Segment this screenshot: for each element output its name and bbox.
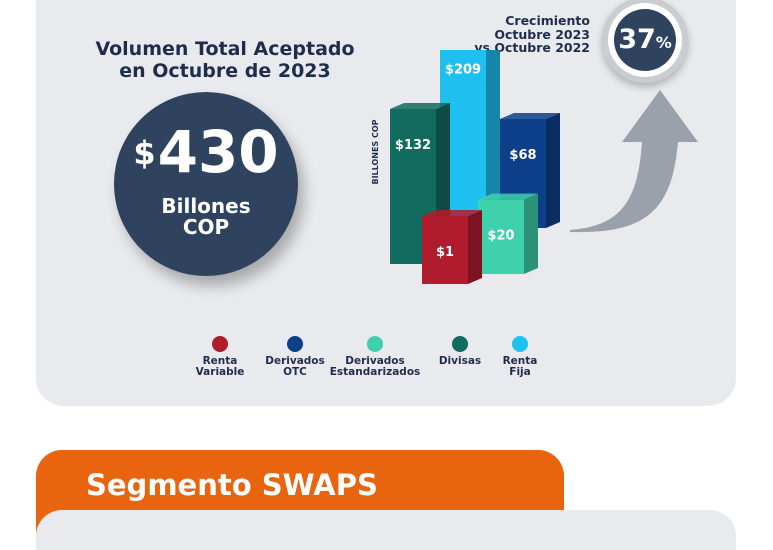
growth-label-line1: Crecimiento <box>505 13 590 28</box>
legend-swatch <box>512 336 528 352</box>
total-volume-circle: $430 Billones COP <box>114 92 298 276</box>
total-volume-unit: Billones COP <box>114 196 298 238</box>
currency-symbol: $ <box>133 134 156 172</box>
growth-value: 37% <box>614 9 676 71</box>
bar-value-label: $209 <box>445 63 481 78</box>
growth-badge: 37% <box>602 0 688 83</box>
unit-line2: COP <box>182 215 230 239</box>
bars-group: $68 $209 $132 $20 $1 <box>390 50 560 284</box>
unit-line1: Billones <box>161 194 251 218</box>
legend-label: Divisas <box>438 355 482 367</box>
total-amount: 430 <box>157 118 279 186</box>
main-title-line1: Volumen Total Aceptado <box>95 38 355 60</box>
swaps-panel <box>36 510 736 550</box>
growth-number: 37 <box>618 24 656 55</box>
legend-swatch <box>452 336 468 352</box>
growth-arrow-icon <box>570 90 698 233</box>
legend-swatch <box>367 336 383 352</box>
total-volume-value: $430 <box>114 120 298 185</box>
bar-value-label: $1 <box>436 245 454 260</box>
legend-label: Derivados Estandarizados <box>329 355 421 378</box>
bar-value-label: $132 <box>395 138 431 153</box>
growth-label: Crecimiento Octubre 2023 vs Octubre 2022 <box>470 14 590 55</box>
bar-value-label: $20 <box>487 229 514 244</box>
main-title: Volumen Total Aceptado en Octubre de 202… <box>70 38 380 82</box>
chart-legend: Renta Variable Derivados OTC Derivados Estand… <box>190 336 550 386</box>
legend-item: Derivados OTC <box>245 336 345 378</box>
legend-swatch <box>212 336 228 352</box>
bar-value-label: $68 <box>509 148 536 163</box>
legend-item: Divisas <box>410 336 510 367</box>
legend-label: Renta Variable <box>195 355 245 378</box>
legend-item: Renta Fija <box>470 336 570 378</box>
legend-label: Renta Fija <box>502 355 538 378</box>
legend-label: Derivados OTC <box>265 355 325 378</box>
legend-swatch <box>287 336 303 352</box>
main-title-line2: en Octubre de 2023 <box>119 60 331 82</box>
growth-unit: % <box>655 33 672 52</box>
bar-renta-variable: $1 <box>422 210 482 284</box>
section-title: Segmento SWAPS <box>86 468 378 502</box>
y-axis-label: BILLONES COP <box>371 119 380 184</box>
growth-label-line2: Octubre 2023 <box>494 26 590 42</box>
legend-item: Derivados Estandarizados <box>325 336 425 378</box>
growth-label-line3: vs Octubre 2022 <box>474 40 590 55</box>
bar-derivados-estandarizados: $20 <box>478 193 538 274</box>
volume-bar-chart: $68 $209 $132 $20 $1 BILLONES COP <box>371 50 698 284</box>
legend-item: Renta Variable <box>170 336 270 378</box>
